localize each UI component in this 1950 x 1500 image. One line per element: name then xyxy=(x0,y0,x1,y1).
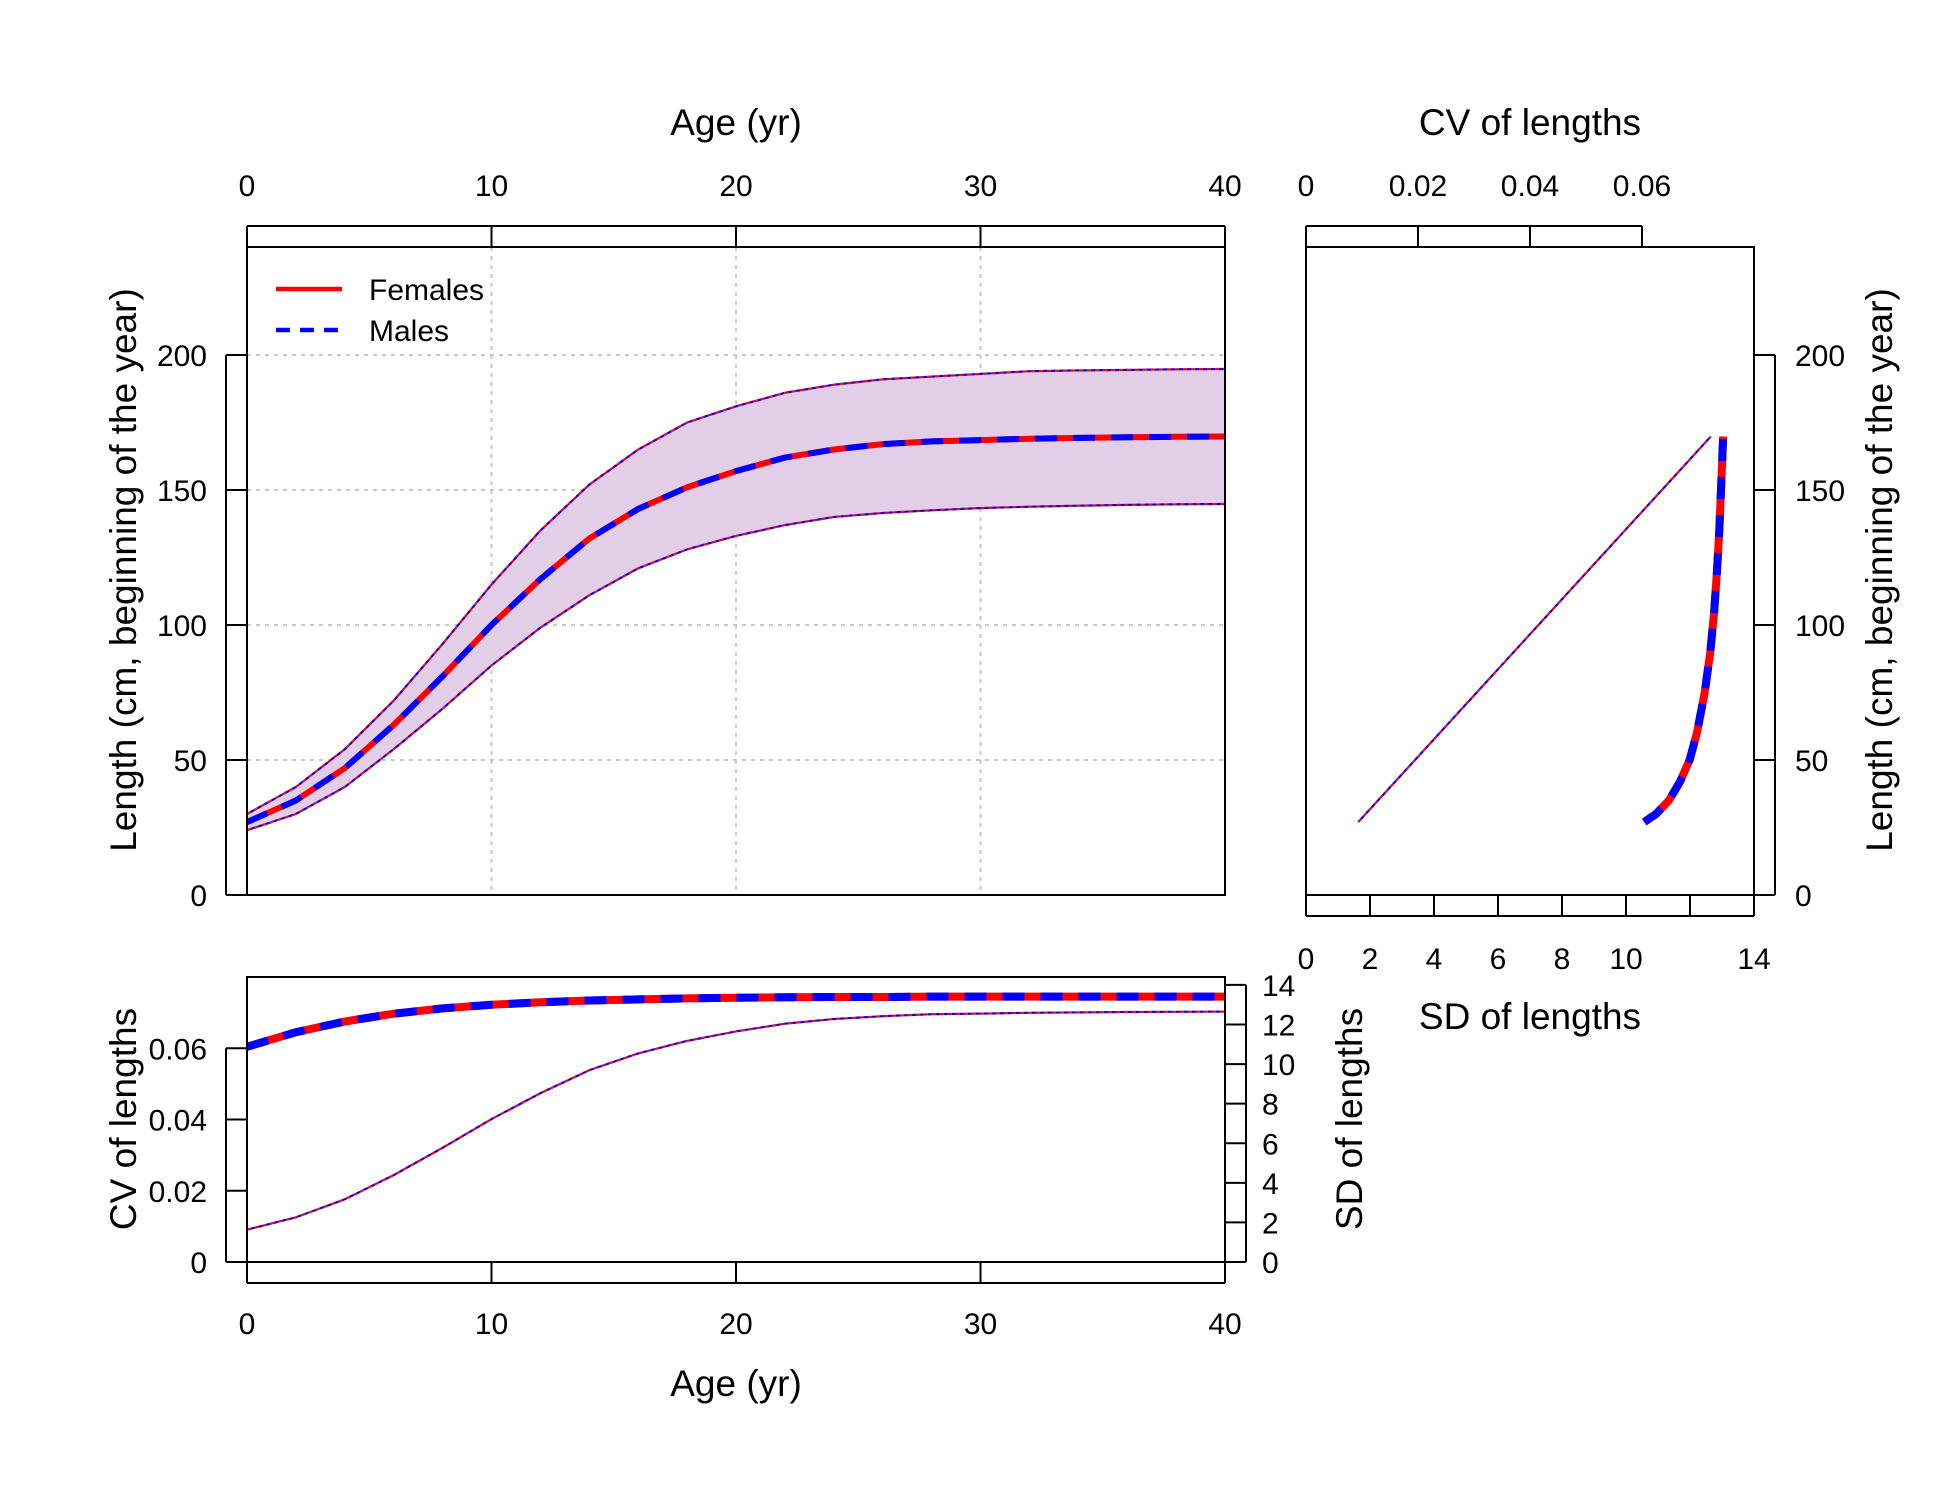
sd-tick-label: 0 xyxy=(1262,1247,1279,1280)
sd-tick-label: 6 xyxy=(1490,943,1507,976)
growth-upper-bound-line-males xyxy=(246,367,1226,815)
cv-tick-label: 0.02 xyxy=(1389,170,1447,203)
variability-plot-frame xyxy=(1305,246,1755,896)
legend-label-males: Males xyxy=(369,315,449,348)
age-cv-series-males xyxy=(245,992,1225,1051)
sd-tick-label: 2 xyxy=(1362,943,1379,976)
y-tick-label: 50 xyxy=(174,745,207,778)
legend-label-females: Females xyxy=(369,274,484,307)
sd-bottom-axis-title: SD of lengths xyxy=(1419,996,1641,1037)
sd-right-y-axis: 0 2 4 6 8 10 12 14 xyxy=(1225,970,1295,1280)
y-tick-label: 150 xyxy=(1795,475,1845,508)
growth-series-males xyxy=(245,433,1226,825)
age-sd-line-males xyxy=(246,1010,1226,1231)
x-tick-label: 20 xyxy=(719,1308,752,1341)
y-tick-label: 100 xyxy=(1795,610,1845,643)
age-variability-plot-frame xyxy=(246,976,1226,1263)
growth-top-x-axis-title: Age (yr) xyxy=(670,102,802,143)
growth-y-axis-title: Length (cm, beginning of the year) xyxy=(103,288,144,852)
sd-tick-label: 14 xyxy=(1737,943,1770,976)
y-tick-label: 50 xyxy=(1795,745,1828,778)
sd-tick-label: 14 xyxy=(1262,970,1295,1003)
growth-upper-bound-line xyxy=(246,367,1226,815)
cv-left-y-axis: 0 0.02 0.04 0.06 xyxy=(149,1033,247,1280)
growth-left-y-axis: 0 50 100 150 200 xyxy=(157,340,247,913)
sd-tick-label: 8 xyxy=(1554,943,1571,976)
y-tick-label: 100 xyxy=(157,610,207,643)
length-cv-series-males xyxy=(1641,436,1728,826)
cv-tick-label: 0.06 xyxy=(149,1033,207,1066)
x-tick-label: 0 xyxy=(239,1308,256,1341)
sd-tick-label: 6 xyxy=(1262,1128,1279,1161)
cv-left-axis-title: CV of lengths xyxy=(103,1008,144,1230)
age-bottom-x-axis-title: Age (yr) xyxy=(670,1363,802,1404)
age-cv-series-females xyxy=(245,992,1225,1051)
growth-lower-bound-line-males xyxy=(246,502,1226,832)
variability-panel: 0 0.02 0.04 0.06 0 2 4 6 8 10 14 0 50 100 150 200 CV … xyxy=(1298,102,1900,1037)
growth-lower-bound-line xyxy=(246,502,1226,832)
cv-top-axis: 0 0.02 0.04 0.06 xyxy=(1298,170,1671,247)
age-sd-line xyxy=(246,1010,1226,1231)
y-tick-label: 150 xyxy=(157,475,207,508)
growth-interval-band xyxy=(247,369,1225,831)
sd-tick-label: 4 xyxy=(1262,1168,1279,1201)
cv-tick-label: 0.04 xyxy=(1501,170,1559,203)
x-tick-label: 10 xyxy=(475,1308,508,1341)
cv-tick-label: 0 xyxy=(1298,170,1315,203)
y-tick-label: 0 xyxy=(1795,880,1812,913)
cv-tick-label: 0.02 xyxy=(149,1176,207,1209)
cv-tick-label: 0.06 xyxy=(1613,170,1671,203)
growth-top-x-axis: 0 10 20 30 40 xyxy=(239,170,1242,247)
cv-tick-label: 0.04 xyxy=(149,1105,207,1138)
growth-panel: 0 10 20 30 40 0 50 100 150 200 Age (yr) Length (… xyxy=(103,102,1242,913)
sd-tick-label: 2 xyxy=(1262,1207,1279,1240)
x-tick-label: 20 xyxy=(719,170,752,203)
length-sd-line xyxy=(1357,435,1712,823)
x-tick-label: 40 xyxy=(1208,170,1241,203)
x-tick-label: 0 xyxy=(239,170,256,203)
x-tick-label: 10 xyxy=(475,170,508,203)
length-sd-line-males xyxy=(1357,435,1712,823)
sd-tick-label: 0 xyxy=(1298,943,1315,976)
cv-tick-label: 0 xyxy=(190,1247,207,1280)
x-tick-label: 40 xyxy=(1208,1308,1241,1341)
variability-right-y-axis: 0 50 100 150 200 xyxy=(1754,340,1845,913)
cv-top-axis-title: CV of lengths xyxy=(1419,102,1641,143)
sd-tick-label: 10 xyxy=(1609,943,1642,976)
sd-tick-label: 4 xyxy=(1426,943,1443,976)
y-tick-label: 200 xyxy=(1795,340,1845,373)
x-tick-label: 30 xyxy=(964,1308,997,1341)
sd-tick-label: 12 xyxy=(1262,1010,1295,1043)
variability-y-axis-title: Length (cm, beginning of the year) xyxy=(1859,288,1900,852)
sd-right-axis-title: SD of lengths xyxy=(1329,1008,1370,1230)
age-bottom-x-axis: 0 10 20 30 40 xyxy=(239,1262,1242,1341)
y-tick-label: 0 xyxy=(190,880,207,913)
x-tick-label: 30 xyxy=(964,170,997,203)
y-tick-label: 200 xyxy=(157,340,207,373)
growth-grid xyxy=(247,247,1225,895)
legend: Females Males xyxy=(276,274,484,348)
sd-bottom-axis: 0 2 4 6 8 10 14 xyxy=(1298,895,1771,976)
age-variability-panel: 0 10 20 30 40 0 0.02 0.04 0.06 0 2 4 6 8 10 12 14 Age … xyxy=(103,970,1370,1404)
sd-tick-label: 10 xyxy=(1262,1049,1295,1082)
sd-tick-label: 8 xyxy=(1262,1089,1279,1122)
